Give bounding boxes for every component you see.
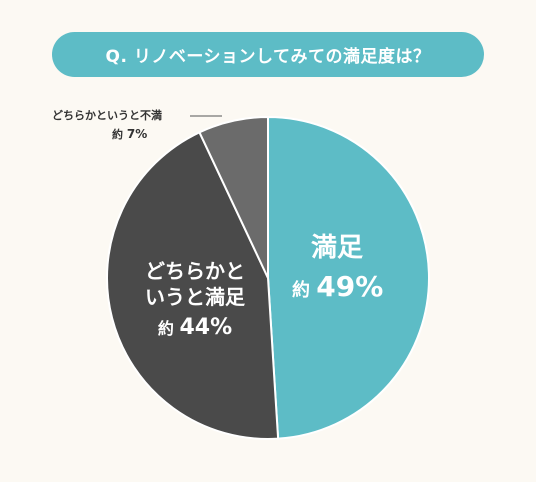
slice-name-somewhat-satisfied-line1: どちらかと — [145, 259, 245, 283]
pie-slice-somewhat-dissatisfied — [198, 116, 269, 279]
pie-slice-satisfied — [267, 116, 430, 440]
chart-title: Q. リノベーションしてみての満足度は？ — [52, 32, 484, 77]
slice-label-somewhat-satisfied: どちらかと いうと満足 約 44% — [120, 258, 270, 342]
slice-label-satisfied: 満足 約 49% — [292, 232, 384, 304]
slice-value-somewhat-satisfied: 約 44% — [157, 315, 233, 340]
slice-name-somewhat-dissatisfied: どちらかというと不満 — [52, 109, 162, 122]
callout-somewhat-dissatisfied: どちらかというと不満 約 7% — [52, 108, 162, 143]
slice-name-satisfied: 満足 — [310, 233, 363, 263]
slice-name-somewhat-satisfied-line2: いうと満足 — [145, 285, 245, 309]
slice-value-somewhat-dissatisfied: 約 7% — [112, 126, 148, 141]
slice-value-satisfied: 約 49% — [292, 269, 384, 303]
